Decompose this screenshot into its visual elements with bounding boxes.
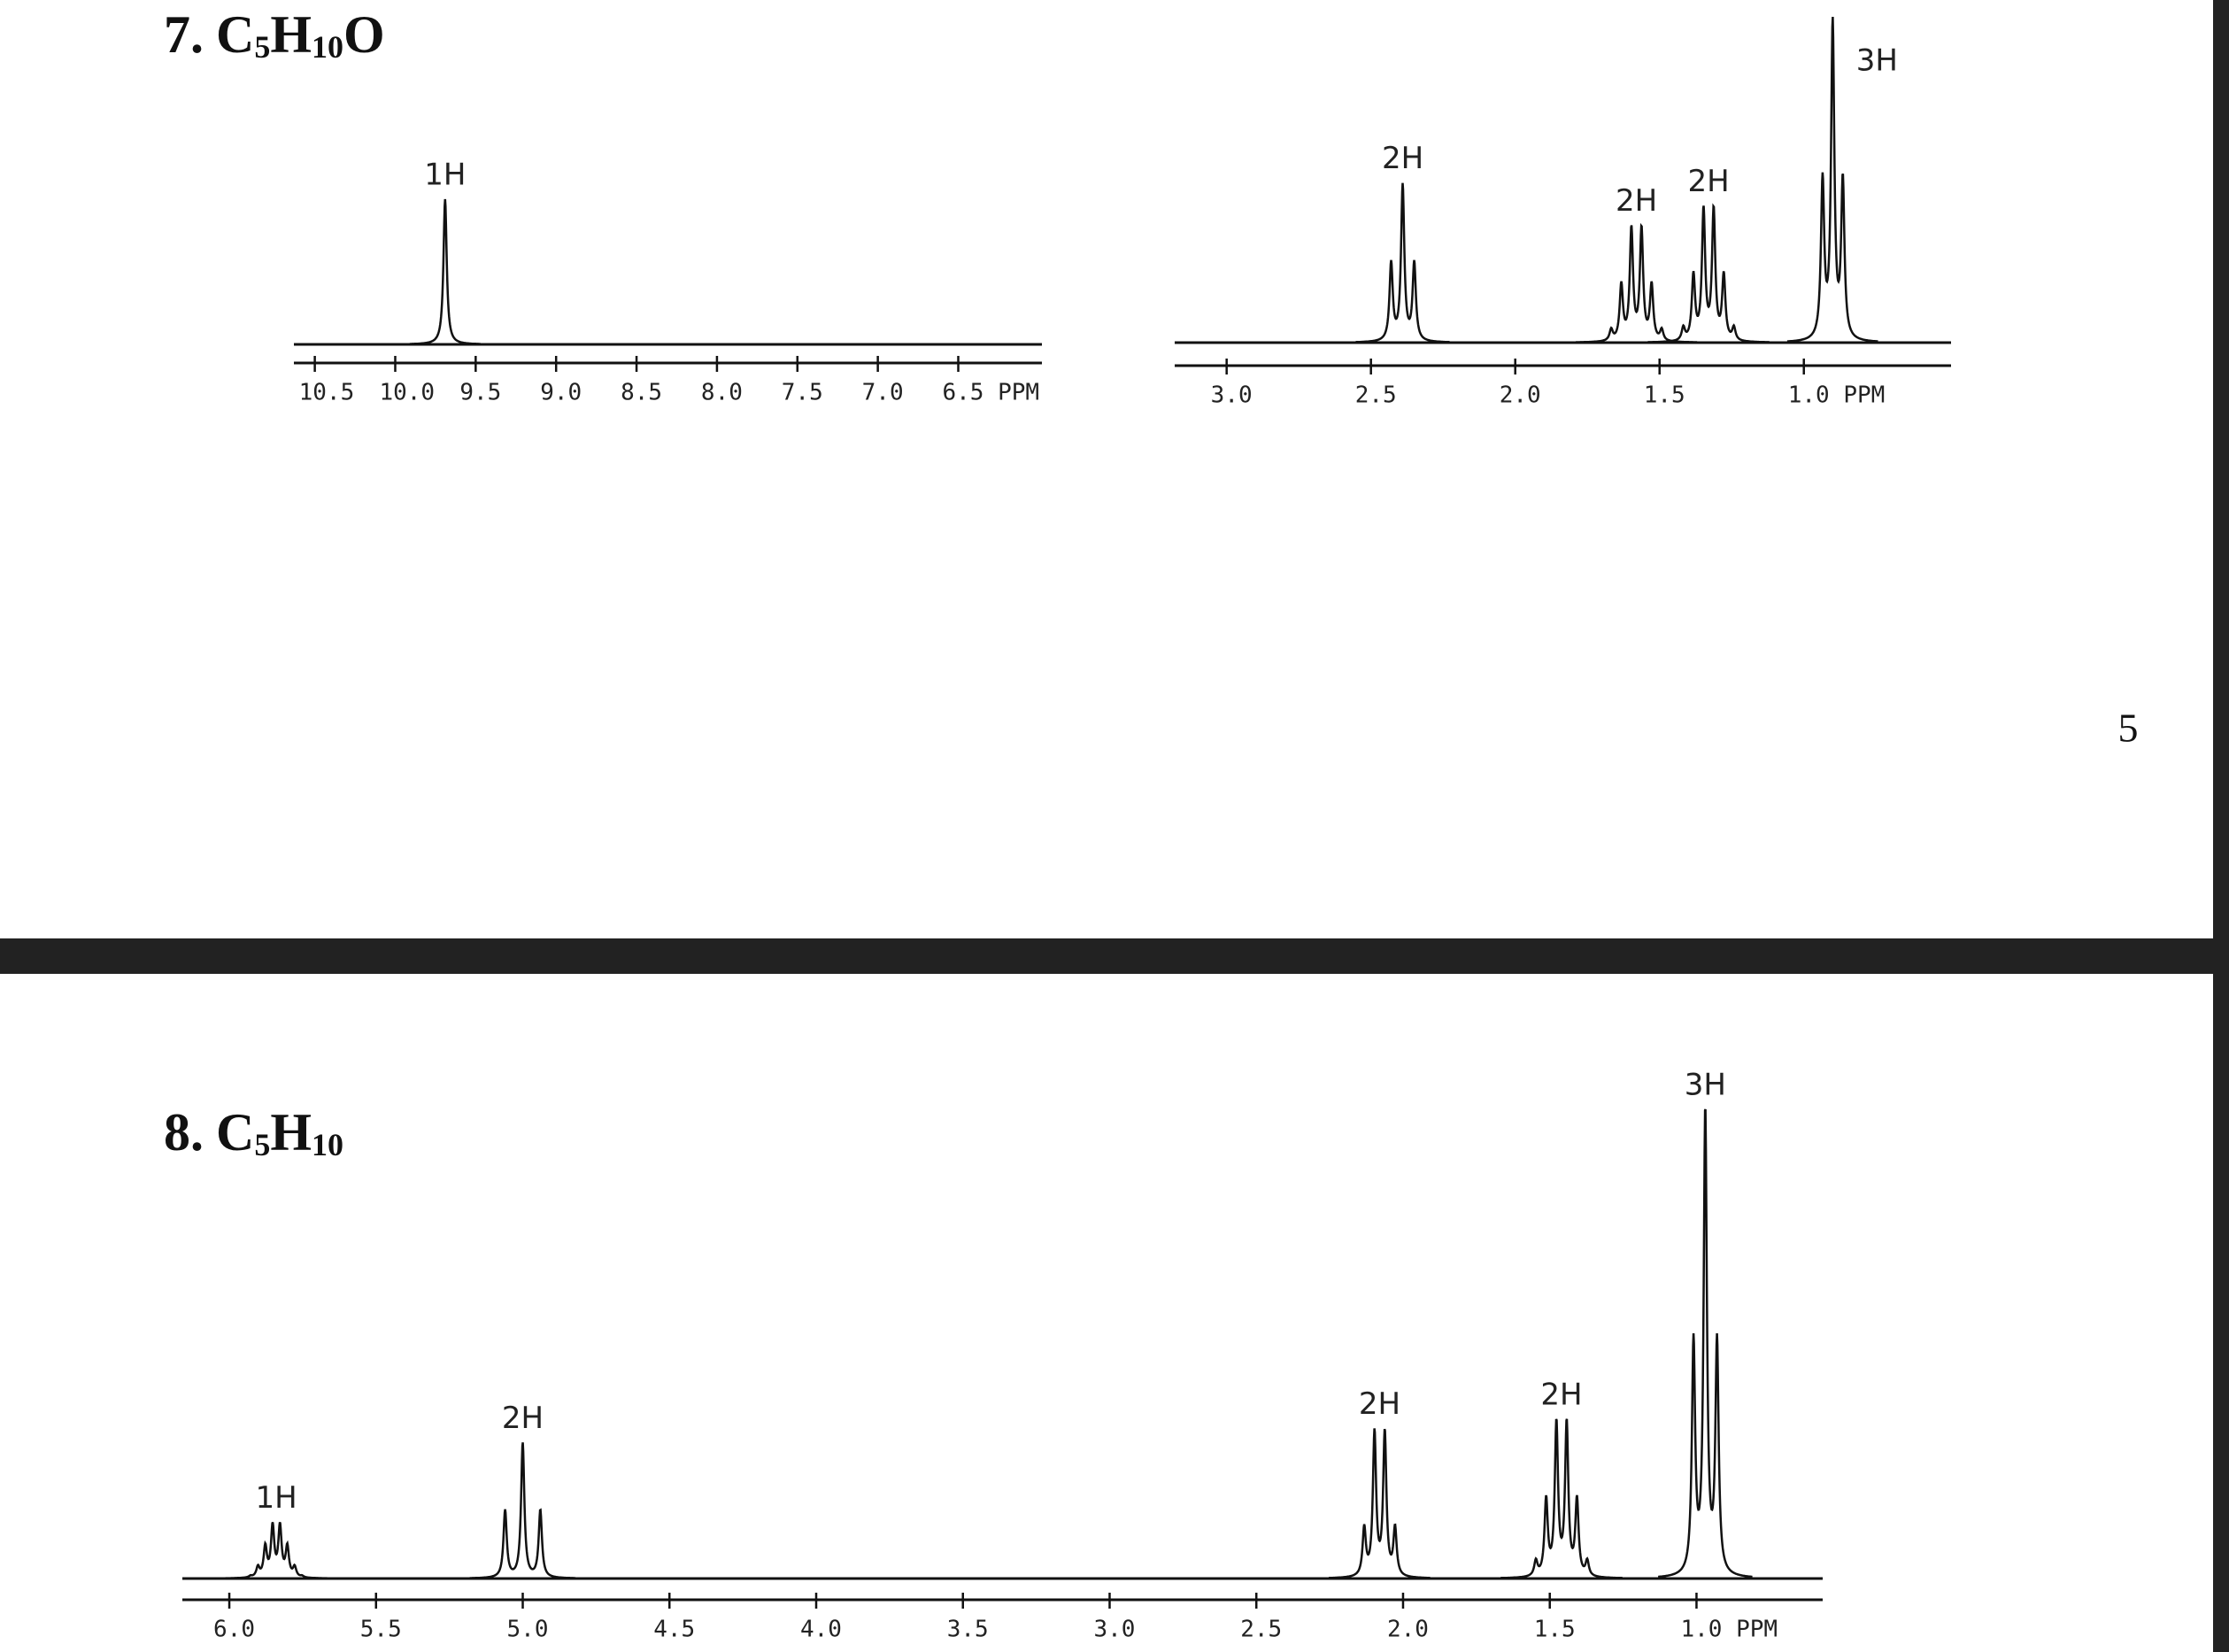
nmr-peak (409, 198, 481, 345)
x-tick-label: 3.5 (947, 1617, 989, 1643)
nmr-peak (215, 1521, 338, 1580)
x-tick-label: 3.0 (1093, 1617, 1135, 1643)
x-tick-label: 5.0 (507, 1617, 549, 1643)
x-tick-label: 4.0 (800, 1617, 842, 1643)
problem-number: 7. (164, 5, 204, 64)
integration-label: 1H (255, 1480, 297, 1516)
x-tick-label: 1.5 (1644, 382, 1685, 409)
integration-label: 3H (1856, 43, 1898, 79)
x-tick-label: 9.5 (459, 380, 501, 406)
problem-title: 8. C5H10 (164, 1103, 343, 1163)
x-tick-label: 8.5 (621, 380, 662, 406)
x-tick-label: 8.0 (701, 380, 743, 406)
integration-label: 1H (424, 158, 466, 193)
x-tick-label: 1.5 (1534, 1617, 1576, 1643)
x-tick-label: 1.0 PPM (1788, 382, 1886, 409)
x-tick-label: 10.0 (379, 380, 435, 406)
formula-element: C (216, 5, 254, 64)
x-tick-label: 5.5 (360, 1617, 402, 1643)
nmr-peak (1576, 222, 1698, 344)
integration-label: 2H (1359, 1386, 1400, 1422)
formula-subscript: 10 (312, 1127, 343, 1162)
formula-element: C (216, 1103, 254, 1162)
right-edge (2213, 0, 2229, 1652)
x-tick-label: 10.5 (299, 380, 355, 406)
nmr-peak (1786, 16, 1878, 343)
formula-element: H (270, 1103, 312, 1162)
formula-subscript: 5 (254, 29, 270, 65)
nmr-peak (1355, 182, 1450, 344)
integration-label: 2H (1616, 183, 1657, 219)
x-tick-label: 6.0 (213, 1617, 255, 1643)
x-tick-label: 1.0 PPM (1680, 1617, 1778, 1643)
nmr-peak (469, 1442, 576, 1579)
x-tick-label: 7.0 (862, 380, 904, 406)
page-separator (0, 938, 2229, 974)
page-number: 5 (2118, 706, 2139, 751)
x-tick-label: 2.0 (1500, 382, 1541, 409)
x-tick-label: 6.5 PPM (943, 380, 1040, 406)
formula-element: O (343, 5, 385, 64)
x-tick-label: 2.0 (1387, 1617, 1429, 1643)
nmr-peak (1500, 1418, 1623, 1579)
x-tick-label: 4.5 (653, 1617, 695, 1643)
nmr-peak (1658, 1108, 1753, 1579)
problem-number: 8. (164, 1103, 204, 1162)
integration-label: 3H (1685, 1068, 1726, 1103)
formula-subscript: 5 (254, 1127, 270, 1162)
formula-element: H (270, 5, 312, 64)
x-tick-label: 2.5 (1240, 1617, 1282, 1643)
integration-label: 2H (502, 1401, 544, 1436)
formula-subscript: 10 (312, 29, 343, 65)
nmr-peak (1647, 203, 1770, 344)
x-tick-label: 2.5 (1355, 382, 1397, 409)
problem-title: 7. C5H10O (164, 5, 385, 66)
integration-label: 2H (1382, 141, 1423, 176)
x-tick-label: 7.5 (782, 380, 823, 406)
nmr-peak (1329, 1428, 1431, 1579)
integration-label: 2H (1688, 164, 1730, 199)
integration-label: 2H (1540, 1377, 1582, 1412)
x-tick-label: 9.0 (540, 380, 582, 406)
x-tick-label: 3.0 (1211, 382, 1253, 409)
